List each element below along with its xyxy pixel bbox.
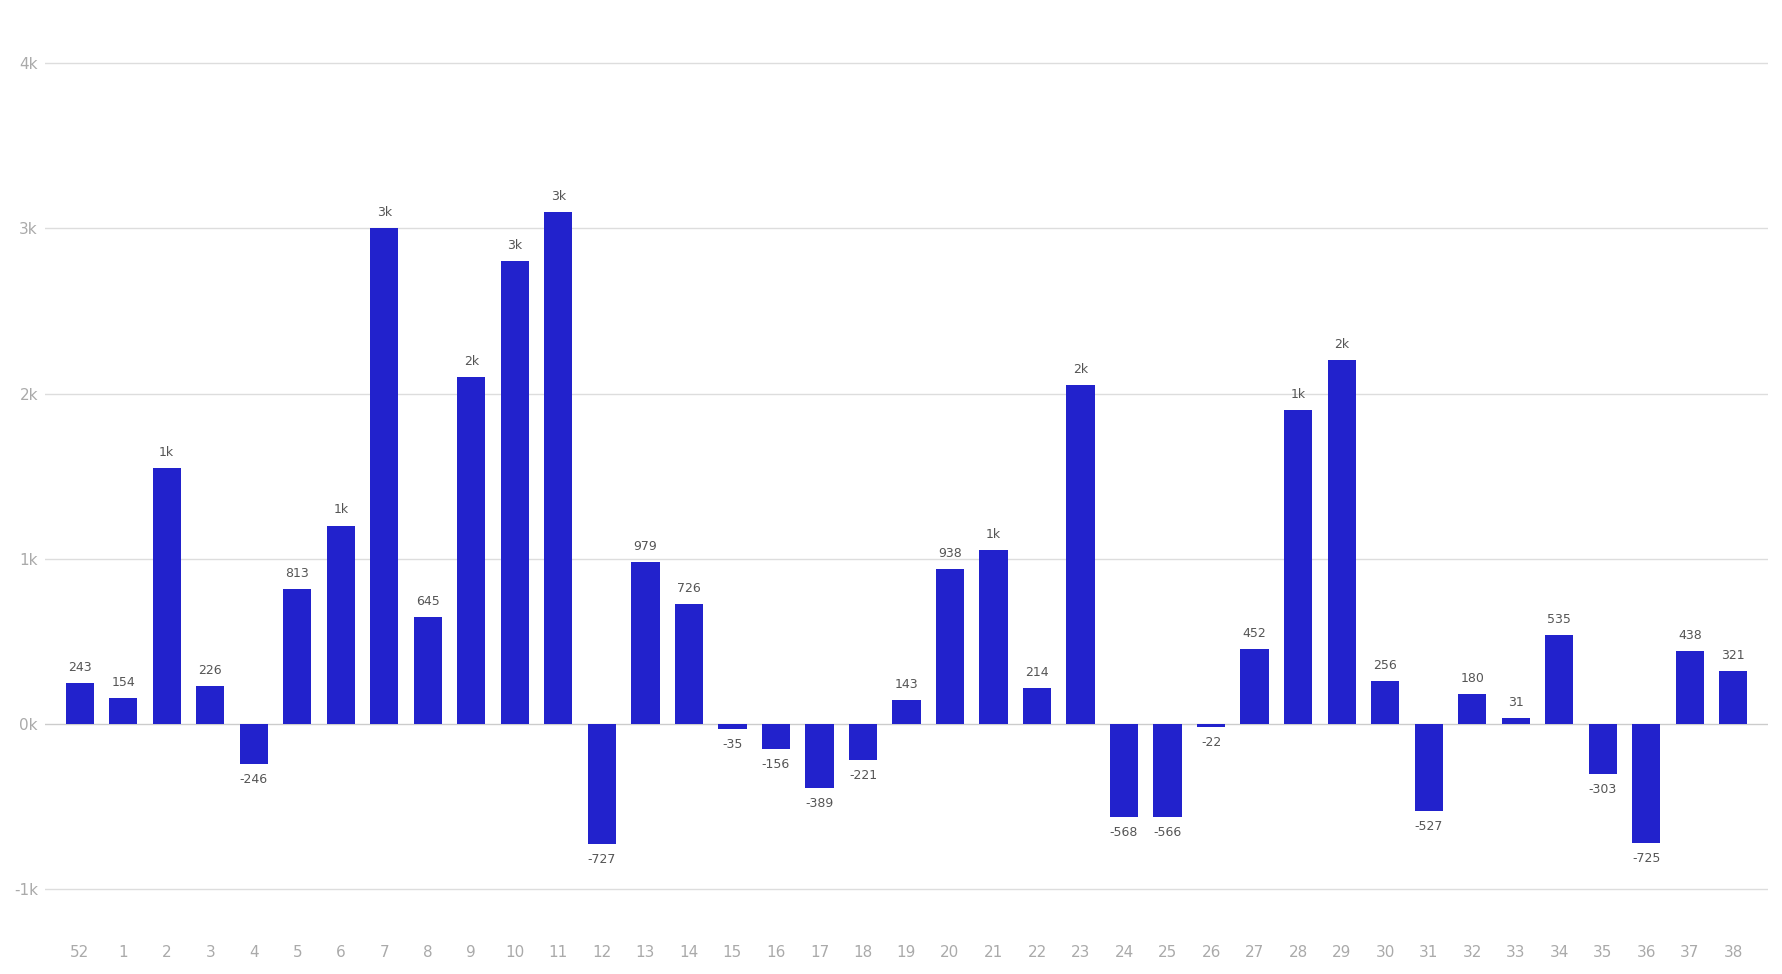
Bar: [544, 212, 572, 724]
Bar: [1110, 724, 1139, 817]
Text: 256: 256: [1374, 659, 1397, 672]
Bar: [326, 526, 355, 724]
Bar: [196, 687, 225, 724]
Text: 243: 243: [68, 661, 91, 674]
Bar: [893, 700, 921, 724]
Bar: [501, 261, 529, 724]
Bar: [1153, 724, 1181, 817]
Bar: [1458, 693, 1486, 724]
Text: -303: -303: [1588, 783, 1616, 796]
Bar: [1240, 649, 1269, 724]
Text: 3k: 3k: [508, 240, 522, 252]
Bar: [283, 589, 312, 724]
Bar: [805, 724, 834, 788]
Bar: [588, 724, 617, 843]
Bar: [153, 468, 180, 724]
Bar: [109, 698, 137, 724]
Text: -35: -35: [722, 738, 743, 752]
Text: 3k: 3k: [551, 190, 567, 203]
Bar: [413, 618, 442, 724]
Bar: [848, 724, 877, 760]
Bar: [1632, 724, 1661, 843]
Text: 321: 321: [1721, 649, 1745, 661]
Bar: [761, 724, 789, 749]
Text: 979: 979: [633, 540, 658, 553]
Text: -246: -246: [239, 773, 267, 786]
Text: 31: 31: [1508, 696, 1524, 709]
Bar: [1066, 386, 1094, 724]
Text: -566: -566: [1153, 826, 1181, 839]
Text: -156: -156: [761, 759, 789, 771]
Text: 180: 180: [1459, 672, 1484, 685]
Text: 226: 226: [198, 664, 223, 677]
Bar: [675, 604, 704, 724]
Text: 645: 645: [415, 595, 440, 608]
Text: -527: -527: [1415, 820, 1443, 833]
Text: -22: -22: [1201, 736, 1221, 749]
Text: -568: -568: [1110, 826, 1139, 840]
Text: 1k: 1k: [159, 446, 175, 459]
Bar: [1370, 682, 1399, 724]
Text: 3k: 3k: [376, 206, 392, 219]
Bar: [1198, 724, 1226, 728]
Bar: [980, 550, 1007, 724]
Bar: [1720, 671, 1748, 724]
Text: 154: 154: [110, 676, 135, 690]
Bar: [718, 724, 747, 730]
Text: 813: 813: [285, 567, 308, 581]
Text: 1k: 1k: [333, 504, 347, 516]
Bar: [1285, 410, 1312, 724]
Text: 535: 535: [1547, 614, 1572, 626]
Text: 938: 938: [937, 546, 962, 560]
Bar: [936, 569, 964, 724]
Text: -725: -725: [1632, 852, 1661, 865]
Text: 452: 452: [1242, 627, 1267, 640]
Bar: [66, 684, 94, 724]
Bar: [1502, 719, 1531, 724]
Text: -221: -221: [848, 769, 877, 782]
Text: -727: -727: [588, 852, 617, 866]
Text: 438: 438: [1679, 629, 1702, 642]
Text: 2k: 2k: [1073, 363, 1089, 376]
Text: 214: 214: [1025, 666, 1050, 679]
Bar: [1675, 652, 1704, 724]
Text: 726: 726: [677, 581, 700, 595]
Bar: [1023, 689, 1051, 724]
Text: 1k: 1k: [1290, 388, 1306, 401]
Bar: [458, 377, 485, 724]
Bar: [1415, 724, 1443, 810]
Text: 1k: 1k: [985, 528, 1001, 542]
Text: 143: 143: [895, 678, 918, 691]
Bar: [631, 562, 659, 724]
Text: 2k: 2k: [1335, 338, 1349, 352]
Bar: [1328, 360, 1356, 724]
Bar: [1588, 724, 1616, 773]
Text: 2k: 2k: [463, 355, 479, 368]
Bar: [239, 724, 267, 765]
Bar: [1545, 635, 1574, 724]
Bar: [371, 229, 399, 724]
Text: -389: -389: [805, 797, 834, 810]
